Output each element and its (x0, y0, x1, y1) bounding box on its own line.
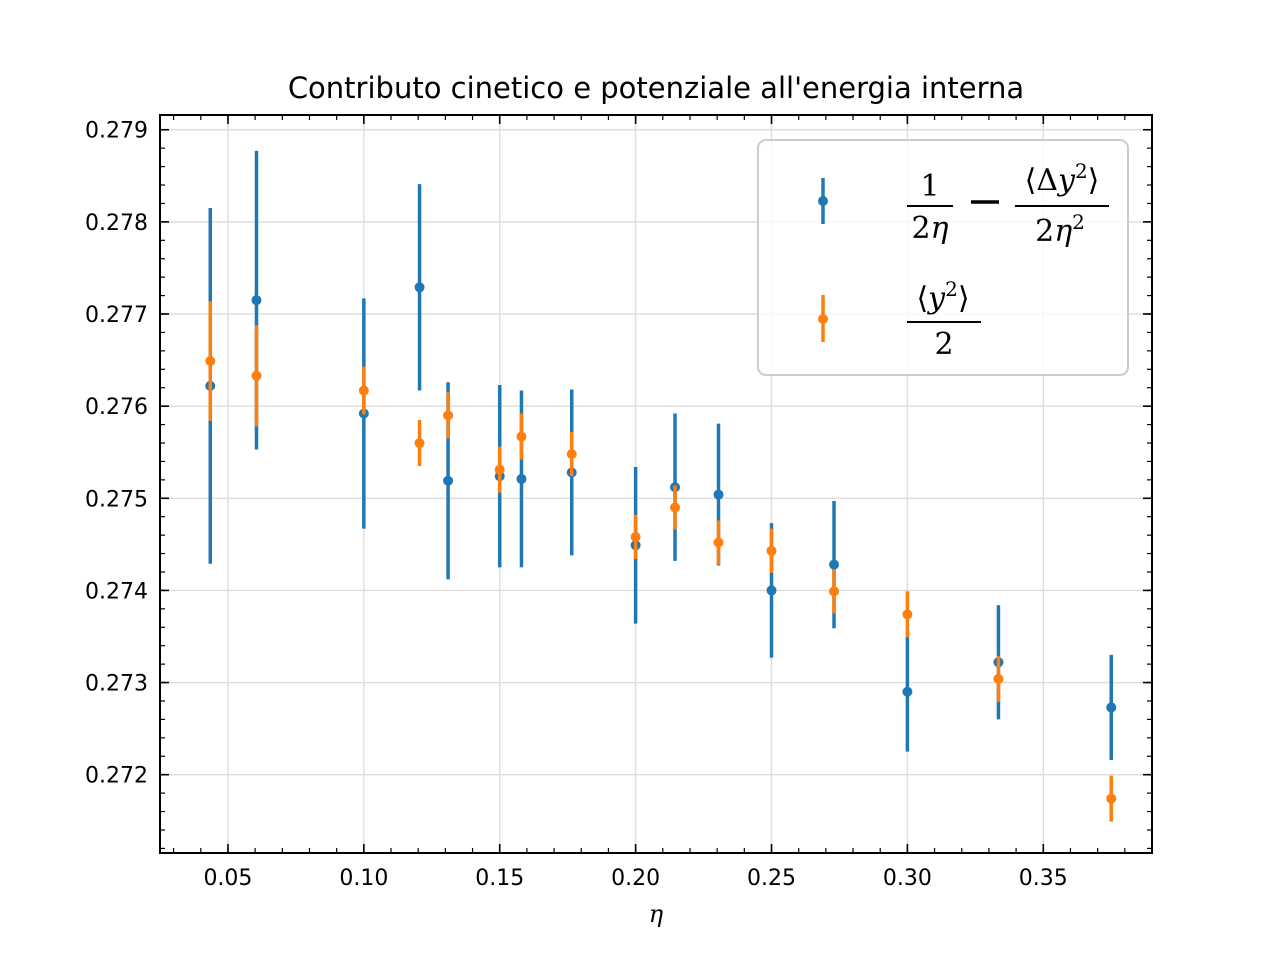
series-1-point (516, 473, 527, 484)
legend: 1 2η ⟨Δy2⟩ 2η2 ⟨y2⟩ 2 (757, 139, 1129, 376)
series-2-point (494, 464, 505, 475)
y-tick-label: 0.273 (85, 672, 148, 697)
series-2-point (829, 586, 840, 597)
svg-text:⟨y2⟩: ⟨y2⟩ (916, 277, 969, 316)
legend-label-series-1: 1 2η ⟨Δy2⟩ 2η2 (907, 159, 1109, 249)
y-tick-label: 0.275 (85, 487, 148, 512)
plot-frame (159, 114, 1153, 854)
axes: 0.05 0.10 0.15 0.20 0.25 0.30 0.35 0.272 0.273 0.… (85, 114, 1153, 891)
series-2-point (1106, 793, 1117, 804)
legend-entry-series-2: ⟨y2⟩ 2 (818, 277, 981, 362)
plot-series (205, 150, 1117, 822)
series-2-point (414, 438, 425, 448)
y-tick-label: 0.279 (85, 119, 148, 144)
series-2-point (766, 545, 777, 556)
series-2-point (251, 370, 262, 381)
series-1-point (902, 686, 913, 697)
y-tick-label: 0.274 (85, 579, 148, 604)
series-2-point (358, 385, 369, 396)
series-2 (205, 301, 1117, 822)
chart-title: Contributo cinetico e potenziale all'ene… (288, 71, 1024, 105)
series-2-point (993, 673, 1004, 684)
svg-text:⟨Δy2⟩: ⟨Δy2⟩ (1025, 159, 1100, 198)
series-2-point (630, 531, 641, 542)
x-tick-label: 0.10 (339, 866, 388, 891)
legend-marker-series-1 (818, 196, 828, 206)
svg-text:2η2: 2η2 (1035, 210, 1085, 249)
series-1-point (1106, 702, 1117, 713)
series-1-point (829, 559, 840, 570)
series-2-point (670, 502, 681, 513)
x-tick-label: 0.20 (611, 866, 660, 891)
x-tick-label: 0.35 (1019, 866, 1068, 891)
series-1-point (766, 585, 777, 596)
legend-entry-series-1: 1 2η ⟨Δy2⟩ 2η2 (818, 159, 1109, 249)
legend-label-series-2: ⟨y2⟩ 2 (907, 277, 981, 362)
series-1-point (251, 295, 262, 306)
series-2-point (443, 410, 454, 421)
series-1-point (713, 489, 724, 500)
x-axis-label: η (649, 900, 664, 928)
series-1-point (414, 282, 425, 293)
legend-marker-series-2 (818, 314, 828, 324)
series-2-point (713, 537, 724, 548)
y-tick-label: 0.276 (85, 395, 148, 420)
x-tick-label: 0.05 (203, 866, 252, 891)
x-tick-label: 0.15 (475, 866, 524, 891)
x-tick-label: 0.25 (747, 866, 796, 891)
y-tick-label: 0.278 (85, 211, 148, 236)
grid (160, 115, 1152, 853)
svg-text:2η: 2η (911, 211, 948, 246)
y-tick-label: 0.272 (85, 764, 148, 789)
series-2-point (516, 431, 527, 442)
series-2-point (566, 449, 577, 460)
svg-text:1: 1 (920, 169, 939, 204)
y-tick-label: 0.277 (85, 303, 148, 328)
legend-frame (757, 139, 1129, 376)
series-2-point (902, 609, 913, 620)
series-1-point (443, 475, 454, 486)
x-tick-label: 0.30 (883, 866, 932, 891)
series-2-point (205, 356, 216, 366)
svg-text:2: 2 (934, 327, 953, 362)
